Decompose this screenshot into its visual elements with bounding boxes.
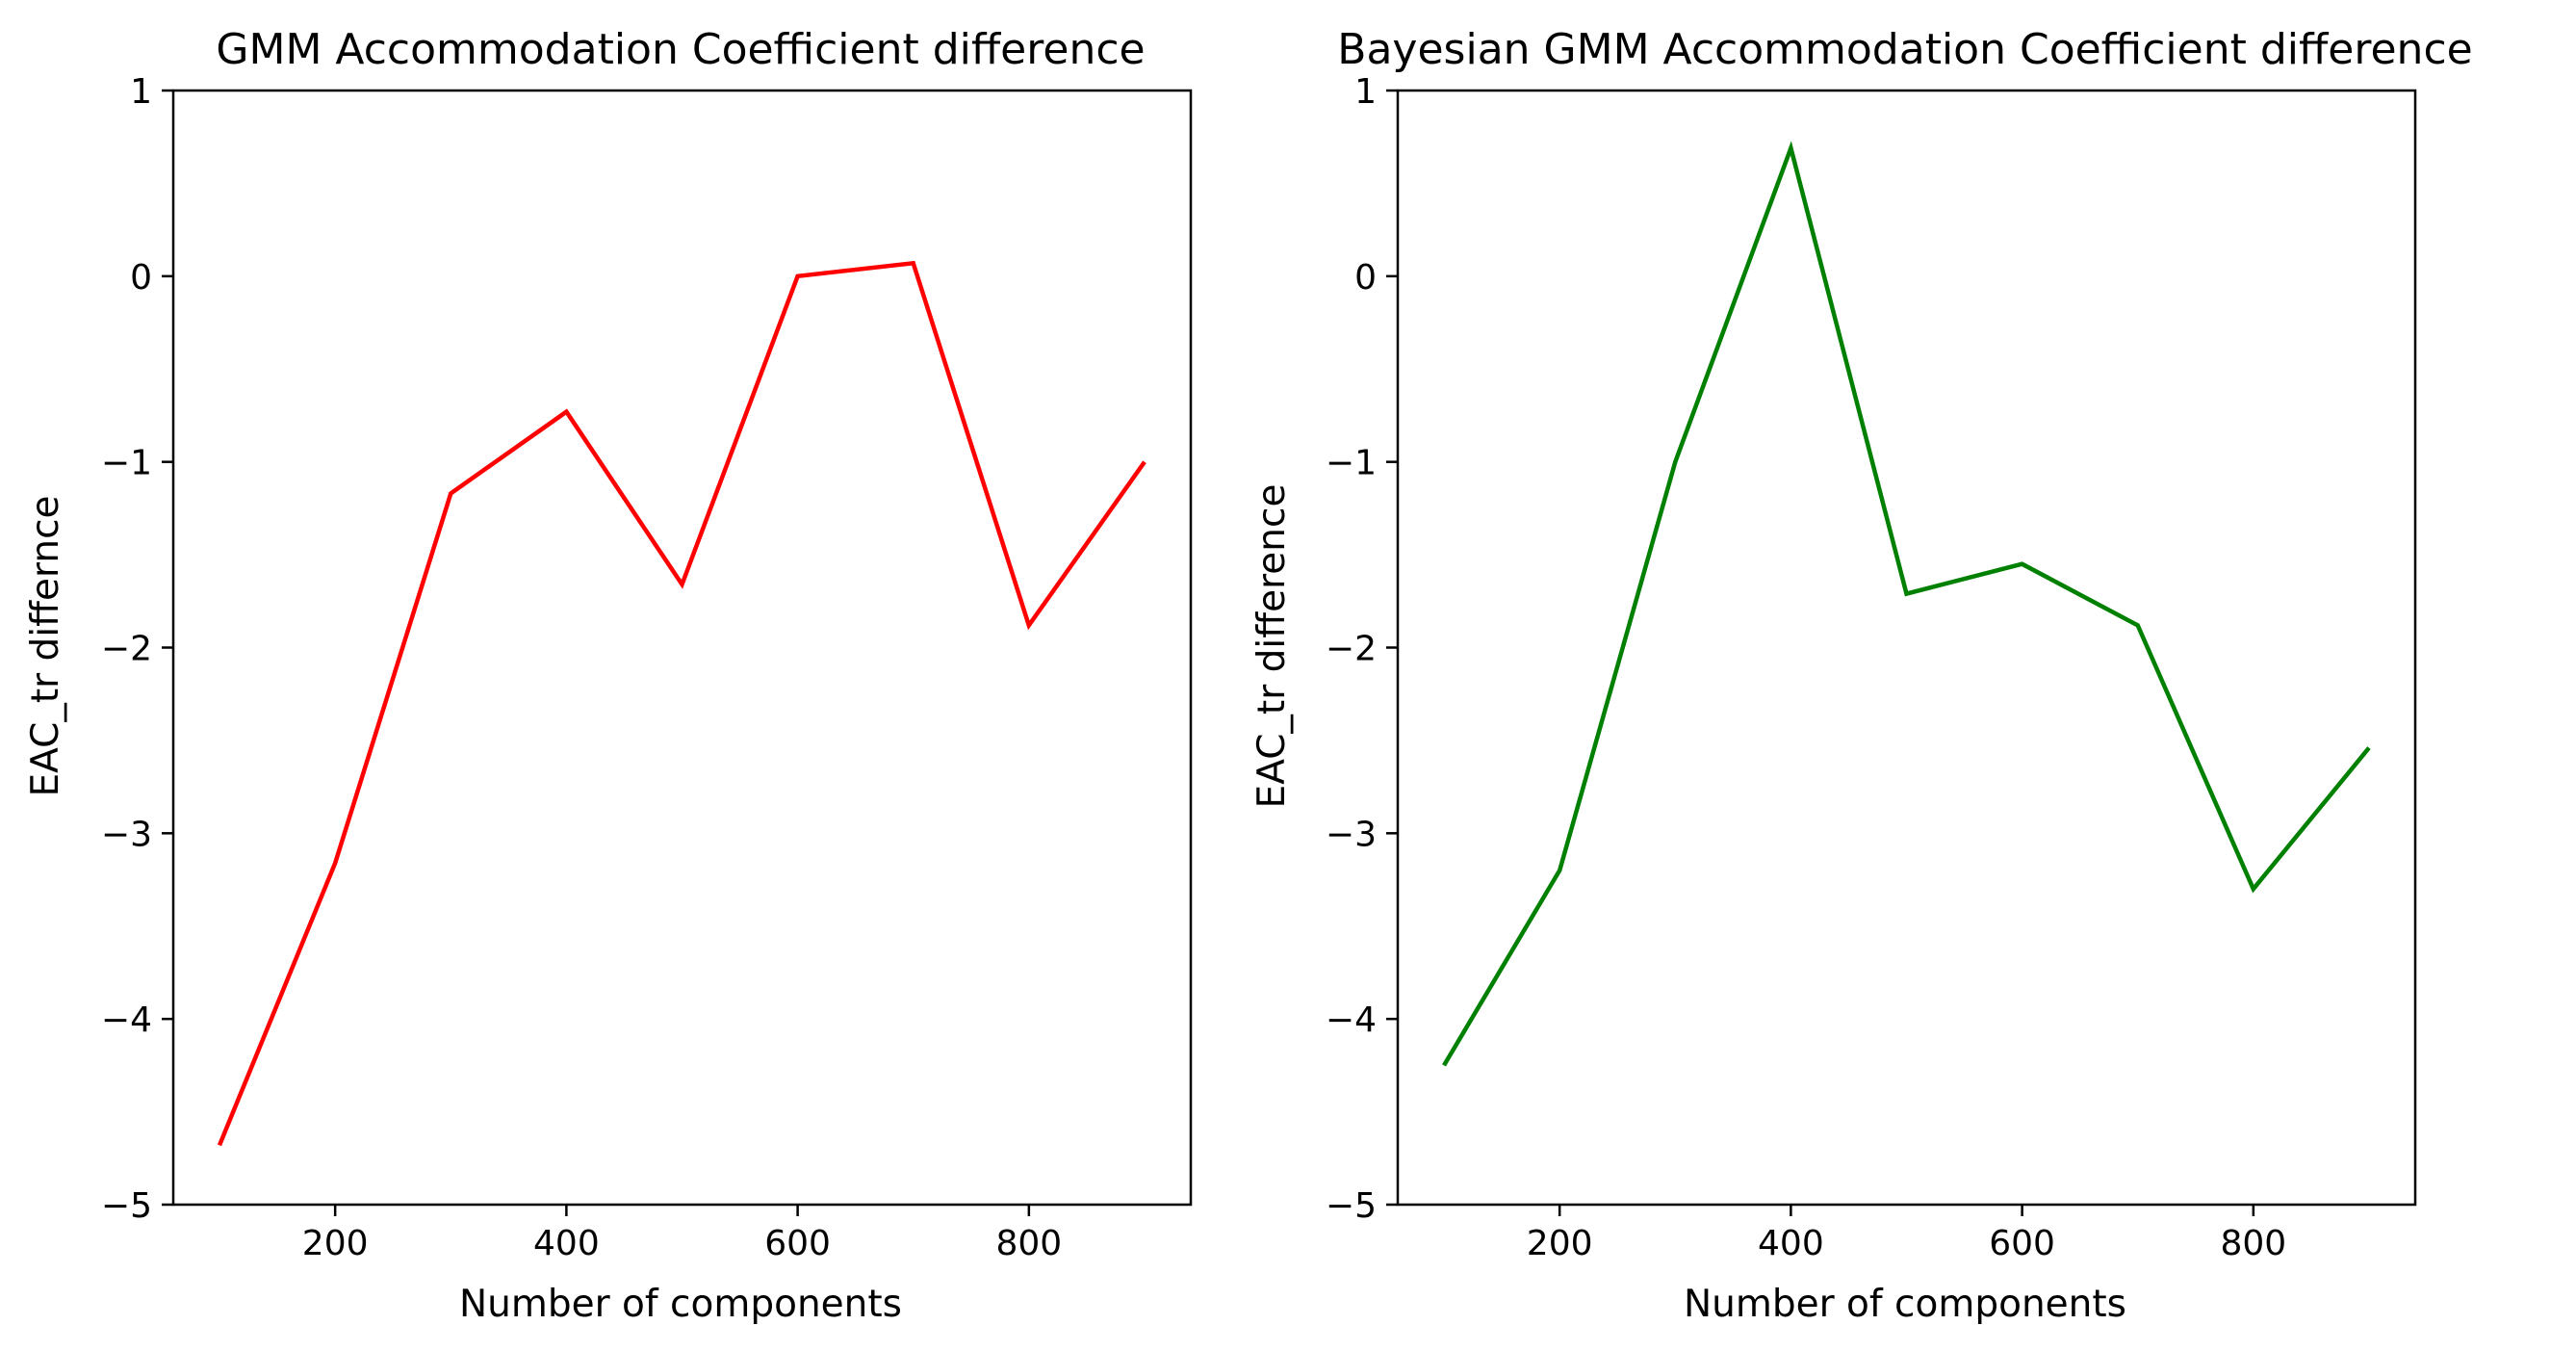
x-tick-label: 400 — [533, 1224, 600, 1263]
y-tick-label: −4 — [101, 1000, 152, 1040]
x-tick-label: 800 — [995, 1224, 1062, 1263]
x-tick-label: 200 — [302, 1224, 369, 1263]
y-tick-label: 0 — [1354, 258, 1377, 298]
y-tick-label: 1 — [130, 72, 152, 112]
y-tick-label: −1 — [101, 444, 152, 483]
series-line-0 — [217, 260, 1146, 1147]
x-axis-label: Number of components — [459, 1283, 902, 1326]
y-axis-label: EAC_tr differnce — [24, 495, 67, 796]
chart-title: GMM Accommodation Coefficient difference — [216, 25, 1145, 74]
y-tick-label: −2 — [1326, 630, 1377, 669]
x-tick-label: 800 — [2220, 1224, 2286, 1263]
y-tick-label: −1 — [1326, 444, 1377, 483]
chart-title: Bayesian GMM Accommodation Coefficient d… — [1337, 25, 2472, 74]
x-axis-label: Number of components — [1684, 1283, 2126, 1326]
x-tick-label: 400 — [1758, 1224, 1824, 1263]
x-tick-label: 600 — [1989, 1224, 2055, 1263]
x-tick-label: 600 — [764, 1224, 831, 1263]
series-line-0 — [1442, 141, 2371, 1067]
y-tick-label: 0 — [130, 258, 152, 298]
bayesian-gmm-chart-panel: Bayesian GMM Accommodation Coefficient d… — [1250, 25, 2473, 1326]
y-tick-label: −5 — [101, 1186, 152, 1226]
y-tick-label: −2 — [101, 630, 152, 669]
y-tick-label: −3 — [1326, 815, 1377, 854]
x-tick-label: 200 — [1527, 1224, 1593, 1263]
gmm-chart-panel: GMM Accommodation Coefficient difference… — [24, 25, 1193, 1326]
y-axis-label: EAC_tr difference — [1250, 484, 1294, 809]
y-tick-label: 1 — [1354, 72, 1377, 112]
y-tick-label: −4 — [1326, 1000, 1377, 1040]
y-tick-label: −5 — [1326, 1186, 1377, 1226]
y-tick-label: −3 — [101, 815, 152, 854]
